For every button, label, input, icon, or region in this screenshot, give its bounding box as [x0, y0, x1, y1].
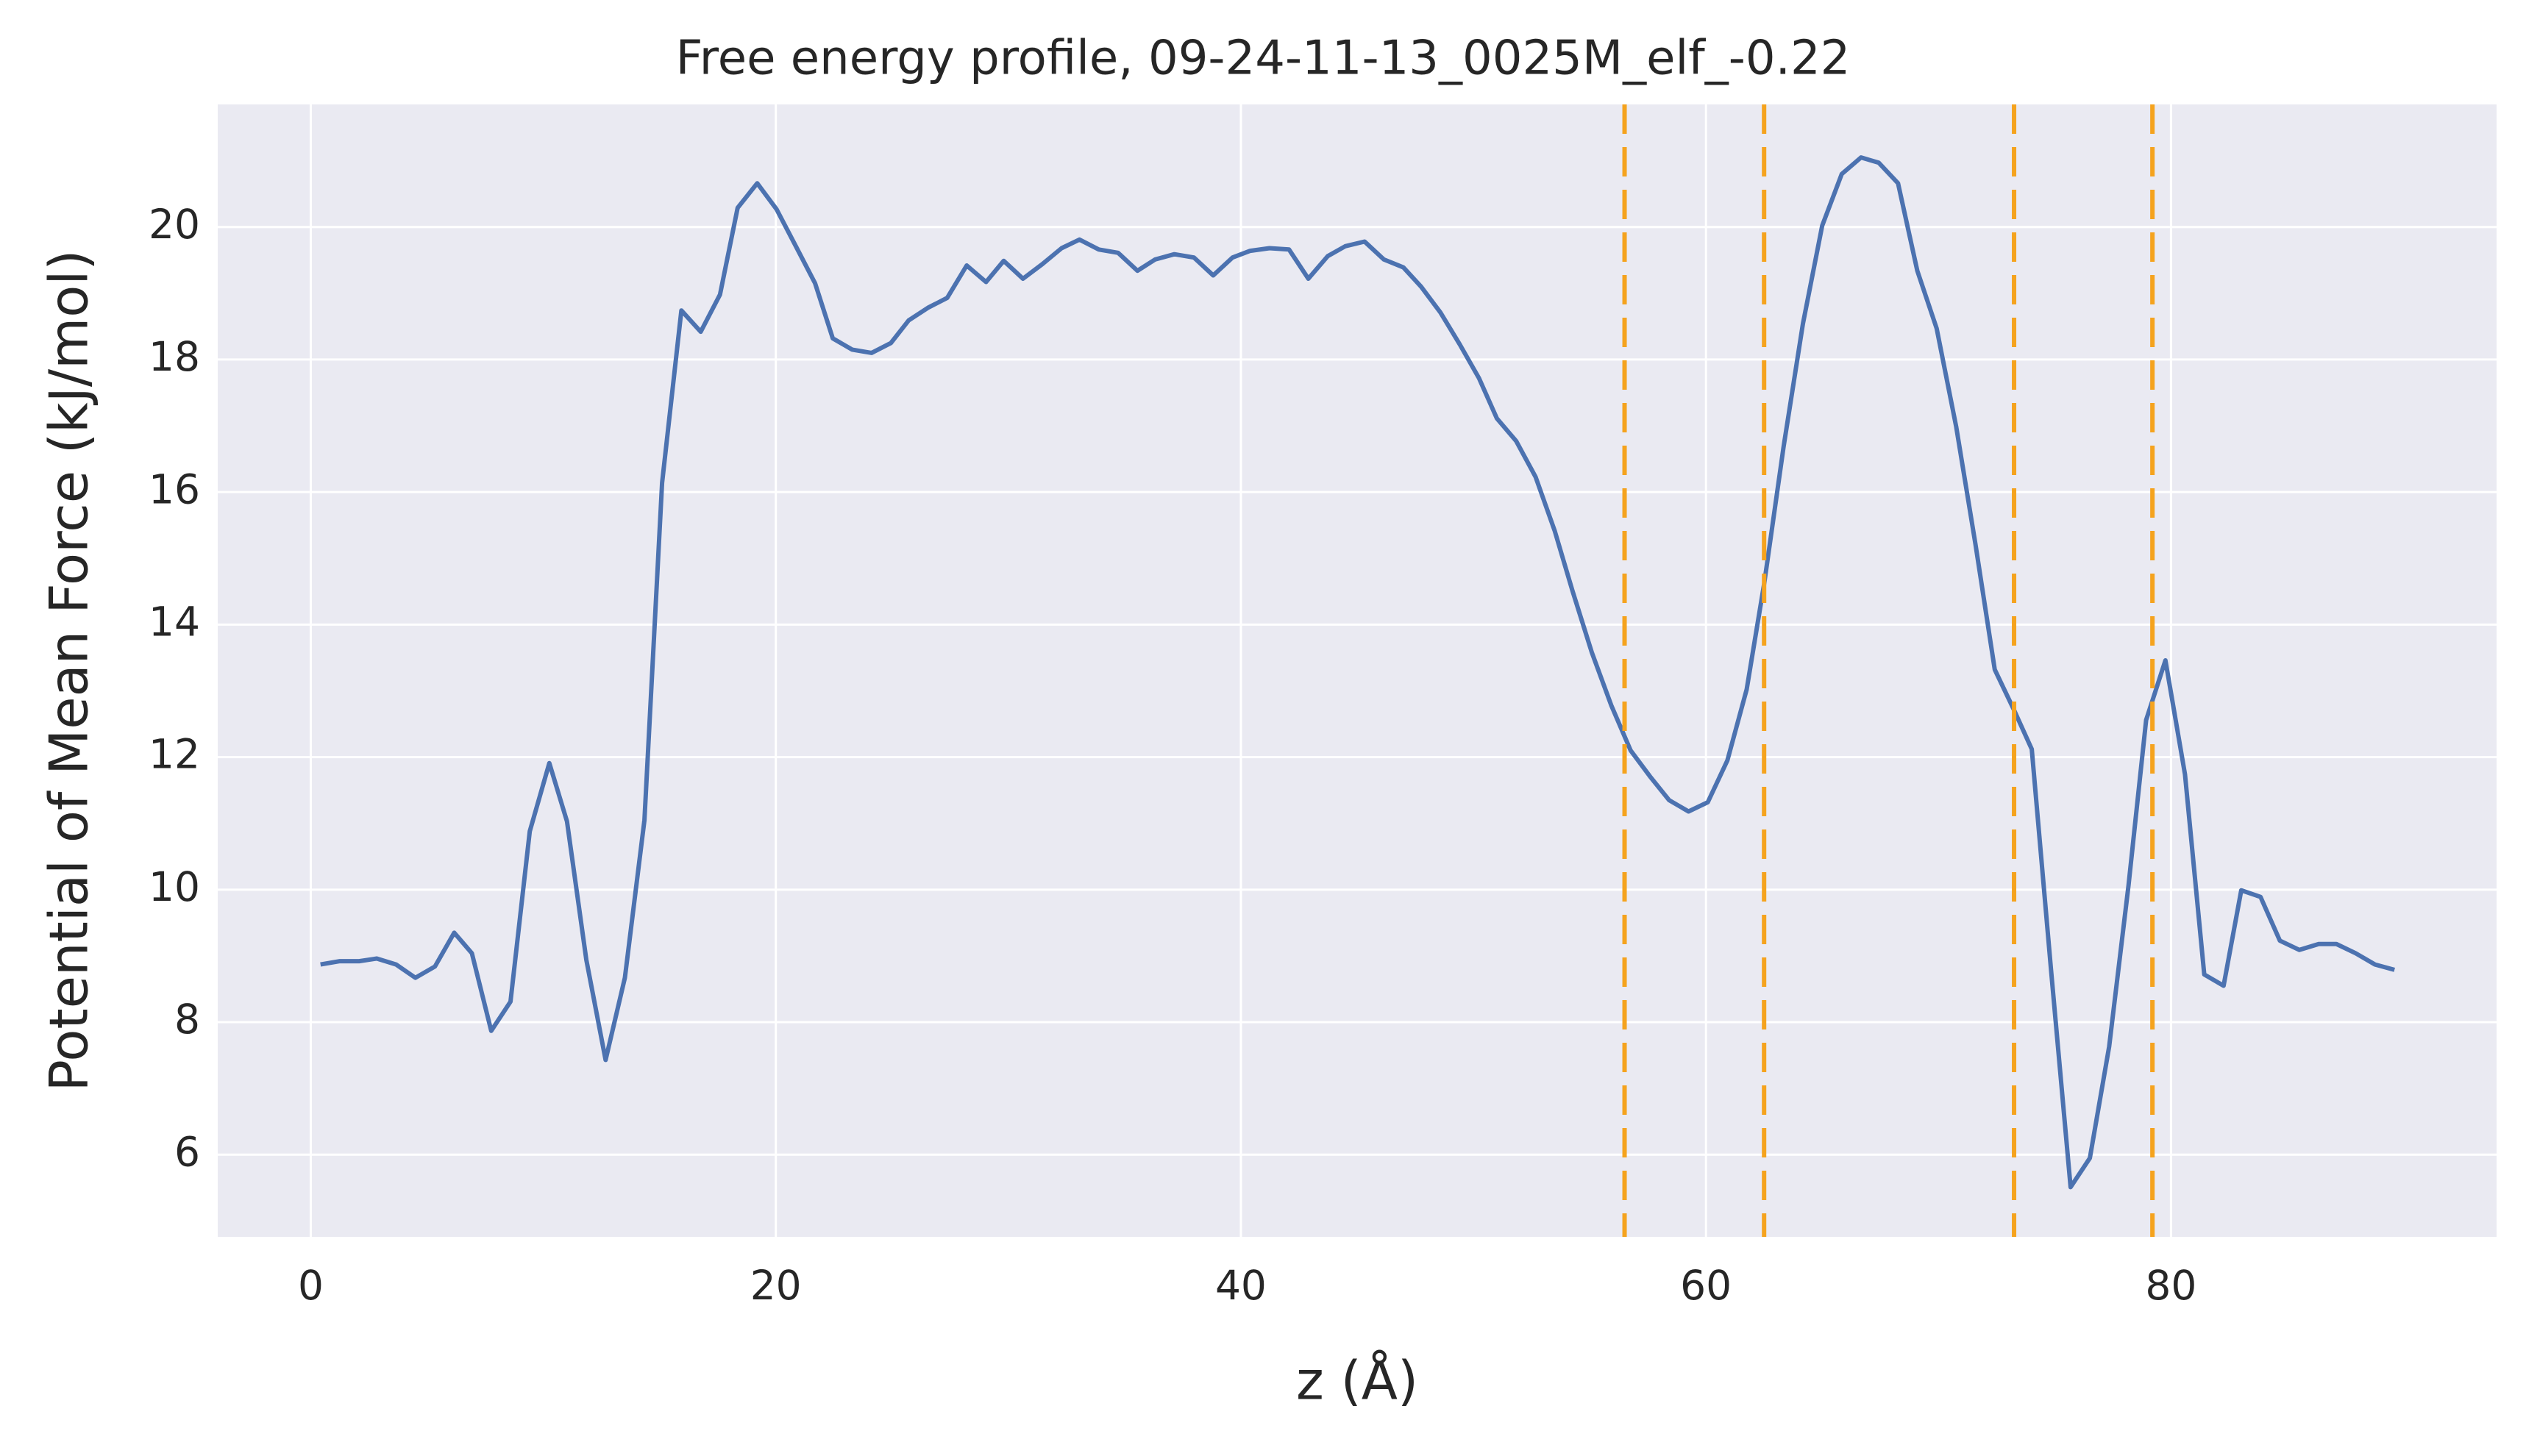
plot-background	[218, 104, 2497, 1237]
data-line	[320, 155, 2395, 1190]
y-tick-label: 20	[149, 201, 200, 248]
y-tick-label: 6	[174, 1128, 200, 1175]
x-tick-label: 80	[2145, 1262, 2196, 1309]
x-axis-label: z (Å)	[1296, 1350, 1418, 1412]
y-tick-label: 10	[149, 863, 200, 910]
y-tick-label: 14	[149, 599, 200, 646]
x-tick-label: 40	[1215, 1262, 1267, 1309]
x-tick-label: 0	[298, 1262, 324, 1309]
x-tick-label: 60	[1680, 1262, 1732, 1309]
y-tick-label: 16	[149, 465, 200, 513]
x-tick-label: 20	[750, 1262, 802, 1309]
chart-title: Free energy profile, 09-24-11-13_0025M_e…	[676, 32, 1851, 86]
y-tick-label: 8	[174, 996, 200, 1043]
y-tick-label: 18	[149, 333, 200, 380]
y-axis-label: Potential of Mean Force (kJ/mol)	[38, 250, 100, 1092]
y-tick-label: 12	[149, 731, 200, 778]
